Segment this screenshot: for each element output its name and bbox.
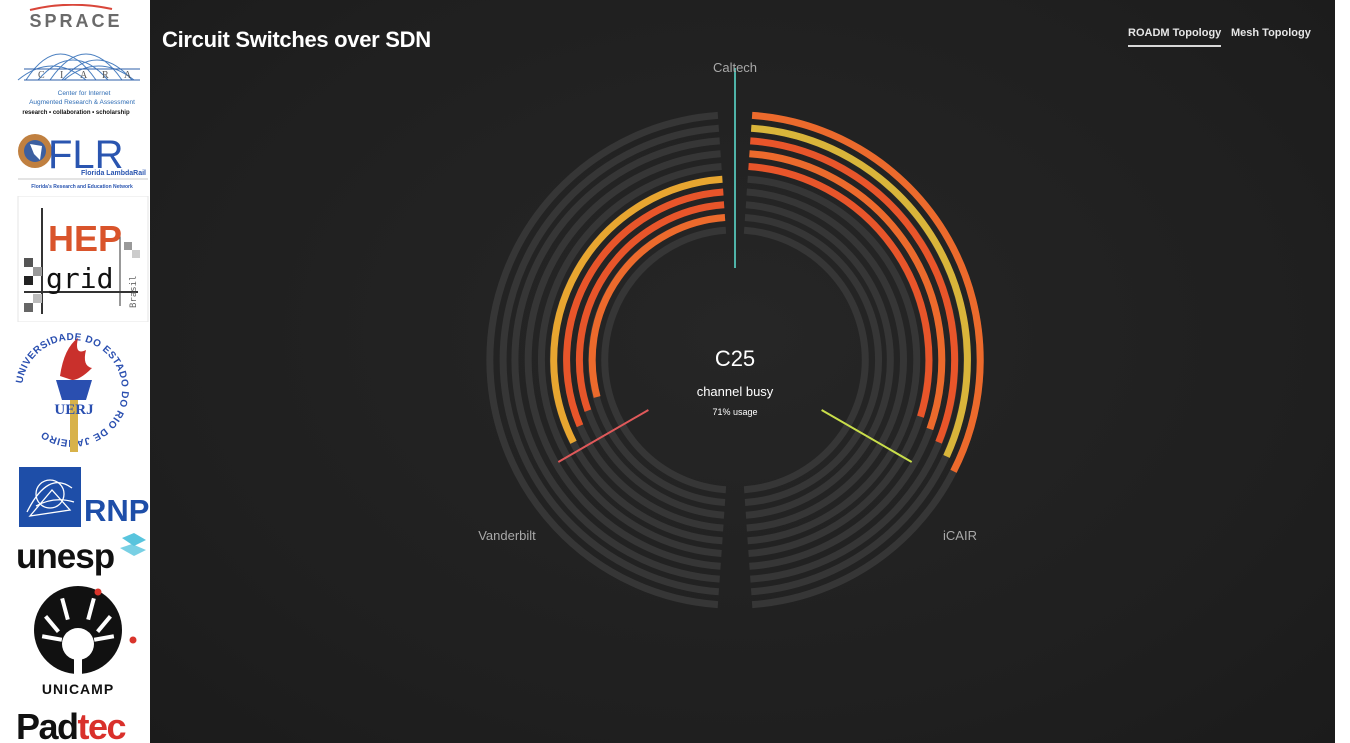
flr-logo: FLR Florida LambdaRail Florida's Researc…	[0, 124, 150, 192]
hep-text: HEP	[48, 218, 122, 259]
busy-segment-vanderbilt-caltech-2[interactable]	[575, 201, 725, 412]
unesp-logo-art: unesp	[16, 533, 146, 576]
tab-roadm-topology[interactable]: ROADM Topology	[1128, 27, 1222, 47]
channel-track-left-0	[601, 226, 727, 494]
channel-track-left-7	[511, 137, 720, 583]
rnp-text: RNP	[84, 493, 149, 528]
ciara-line1: Center for Internet	[58, 90, 111, 97]
channel-track-right-4	[747, 175, 921, 545]
flr-text: FLR	[48, 133, 124, 177]
page-title: Circuit Switches over SDN	[162, 27, 431, 52]
padtec-text-a: Pad	[16, 706, 78, 743]
hepgrid-logo: HEP grid Brasil	[0, 195, 150, 323]
channel-usage: 71% usage	[712, 407, 757, 417]
hep-brasil-text: Brasil	[129, 275, 139, 308]
flr-caption: Florida's Research and Education Network	[31, 184, 133, 190]
ciara-letter-i: I	[60, 70, 63, 81]
channel-track-left-8	[499, 124, 720, 596]
channel-track-right-2	[745, 201, 894, 519]
uerj-logo-art: UNIVERSIDADE DO ESTADO DO RIO DE JANEIRO…	[14, 332, 130, 452]
grid-text: grid	[46, 262, 113, 295]
ciara-line3: research • collaboration • scholarship	[22, 110, 130, 116]
uerj-text: UERJ	[54, 402, 94, 418]
busy-segment-caltech-icair-3[interactable]	[749, 150, 946, 431]
channel-track-left-5	[538, 163, 722, 557]
channel-track-left-9	[486, 111, 719, 609]
tab-mesh-topology[interactable]: Mesh Topology	[1231, 27, 1311, 39]
roadm-ring-visualization: Caltech Vanderbilt iCAIR C25 channel busy 71%…	[478, 60, 984, 609]
rnp-logo: RNP	[0, 466, 150, 528]
busy-segment-caltech-icair-1[interactable]	[750, 124, 971, 458]
channel-id: C25	[715, 346, 755, 371]
ciara-letter-a2: A	[124, 70, 132, 81]
unesp-logo: unesp	[0, 530, 150, 580]
node-label-caltech[interactable]: Caltech	[713, 60, 757, 75]
node-link-icair	[821, 409, 913, 463]
flr-logo-art: FLR Florida LambdaRail Florida's Researc…	[18, 133, 148, 190]
node-link-vanderbilt	[557, 409, 649, 463]
ciara-logo: C I A R A Center for Internet Augmented …	[0, 32, 150, 120]
unicamp-logo: UNICAMP	[0, 584, 150, 700]
channel-track-right-1	[744, 214, 883, 506]
busy-segment-vanderbilt-caltech-3[interactable]	[588, 214, 726, 398]
ciara-line2: Augmented Research & Assessment	[29, 99, 135, 106]
busy-segment-caltech-icair-2[interactable]	[750, 137, 959, 444]
unesp-text: unesp	[16, 537, 114, 576]
padtec-text-b: tec	[78, 706, 126, 743]
sprace-text: SPRACE	[29, 11, 122, 30]
busy-segment-caltech-icair-4[interactable]	[748, 163, 933, 418]
unicamp-logo-art: UNICAMP	[34, 586, 137, 697]
channel-status: channel busy	[697, 384, 774, 399]
hepgrid-logo-art: HEP grid Brasil	[17, 195, 149, 323]
svg-text:Padtec: Padtec	[16, 706, 126, 743]
main-panel: Caltech Vanderbilt iCAIR C25 channel busy 71%…	[150, 0, 1335, 743]
unicamp-text: UNICAMP	[42, 681, 114, 697]
channel-track-right-3	[746, 188, 907, 532]
busy-segment-vanderbilt-caltech-0[interactable]	[550, 175, 723, 444]
busy-segment-vanderbilt-caltech-1[interactable]	[563, 188, 724, 428]
node-label-vanderbilt[interactable]: Vanderbilt	[478, 528, 536, 543]
flr-sub: Florida LambdaRail	[81, 170, 146, 177]
node-label-icair[interactable]: iCAIR	[943, 528, 977, 543]
uerj-logo: UNIVERSIDADE DO ESTADO DO RIO DE JANEIRO…	[0, 328, 150, 460]
rnp-logo-art: RNP	[19, 467, 149, 528]
sprace-logo: SPRACE	[0, 3, 150, 31]
partner-logos-sidebar: SPRACE C I A R A Center for Internet	[0, 0, 150, 743]
padtec-logo-art: Padtec	[16, 706, 127, 743]
sprace-logo-art: SPRACE	[29, 3, 122, 31]
padtec-logo: Padtec	[0, 702, 150, 743]
channel-track-right-0	[743, 226, 869, 494]
ciara-letter-r: R	[102, 70, 109, 81]
channel-track-left-6	[524, 150, 721, 570]
ciara-logo-art: C I A R A Center for Internet Augmented …	[17, 53, 140, 116]
ciara-letter-a: A	[80, 70, 88, 81]
busy-segment-caltech-icair-0[interactable]	[751, 111, 984, 473]
ciara-letter-c: C	[38, 70, 45, 81]
